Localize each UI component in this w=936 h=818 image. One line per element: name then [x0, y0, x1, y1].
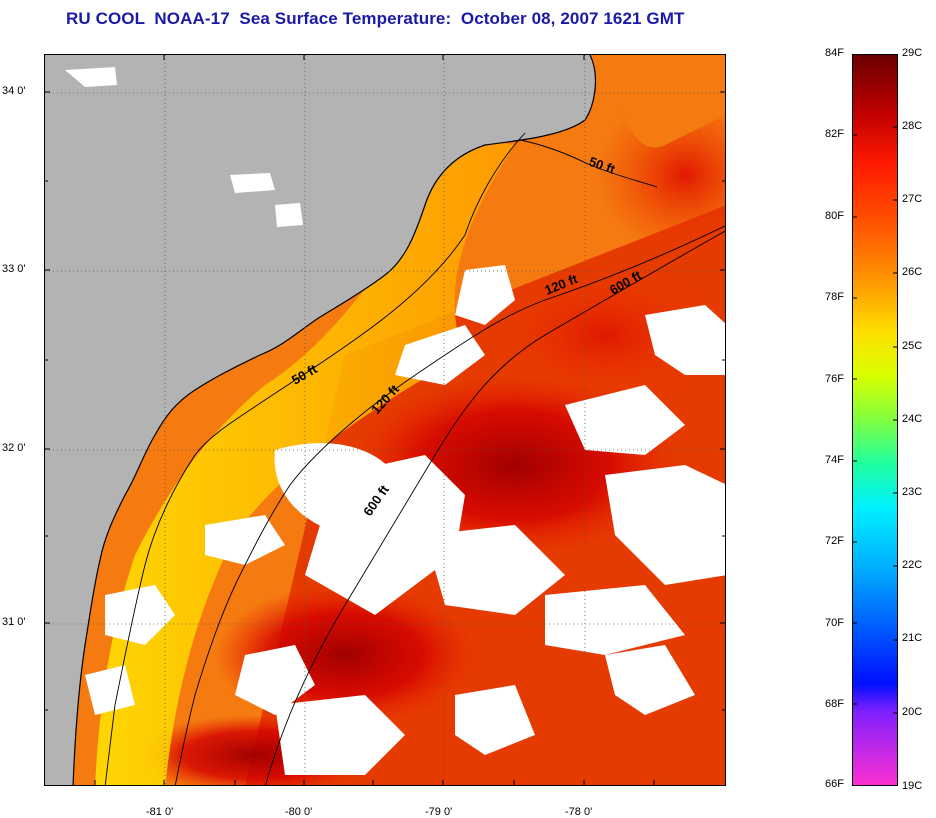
colorbar-f-label: 70F [825, 617, 844, 629]
warm-water-patch [595, 95, 725, 255]
graticule [45, 55, 725, 785]
colorbar-f-label: 68F [825, 698, 844, 710]
isobaths [104, 132, 725, 785]
colorbar-c-label: 28C [902, 120, 923, 132]
coastline [72, 55, 596, 785]
longitude-label: -81 0' [146, 806, 174, 818]
colorbar-f-label: 72F [825, 535, 844, 547]
colorbar-c-label: 22C [902, 559, 923, 571]
isobath-50ft [104, 132, 526, 785]
colorbar-f-label: 78F [825, 291, 844, 303]
sst-map-canvas: 50 ft 50 ft 120 ft 120 ft 600 ft 600 ft [45, 55, 725, 785]
colorbar-c-label: 27C [902, 193, 923, 205]
colorbar-c-label: 25C [902, 340, 923, 352]
temperature-colorbar [852, 54, 898, 786]
land [45, 55, 596, 785]
map-title: RU COOL NOAA-17 Sea Surface Temperature:… [66, 9, 685, 28]
colorbar-c-label: 19C [902, 780, 923, 792]
colorbar-f-label: 82F [825, 128, 844, 140]
colorbar-c-label: 21C [902, 632, 923, 644]
longitude-label: -80 0' [285, 806, 313, 818]
colorbar-c-label: 26C [902, 266, 923, 278]
cloud-cover [65, 67, 725, 775]
colorbar-f-label: 76F [825, 373, 844, 385]
colorbar-f-label: 80F [825, 210, 844, 222]
colorbar-c-label: 23C [902, 486, 923, 498]
nc-coastal-water [615, 55, 725, 148]
colorbar-f-label: 84F [825, 47, 844, 59]
latitude-label: 33 0' [2, 263, 26, 275]
isobath-600ft [265, 230, 725, 785]
latitude-label: 31 0' [2, 616, 26, 628]
isobath-50ft-north [519, 139, 658, 188]
sst-map: 50 ft 50 ft 120 ft 120 ft 600 ft 600 ft [44, 54, 726, 786]
longitude-label: -79 0' [425, 806, 453, 818]
colorbar-c-label: 20C [902, 706, 923, 718]
colorbar-c-label: 29C [902, 47, 923, 59]
longitude-label: -78 0' [565, 806, 593, 818]
latitude-label: 32 0' [2, 442, 26, 454]
colorbar-f-label: 74F [825, 454, 844, 466]
isobath-120ft [174, 225, 725, 785]
latitude-label: 34 0' [2, 85, 26, 97]
colorbar-c-label: 24C [902, 413, 923, 425]
colorbar-f-label: 66F [825, 778, 844, 790]
